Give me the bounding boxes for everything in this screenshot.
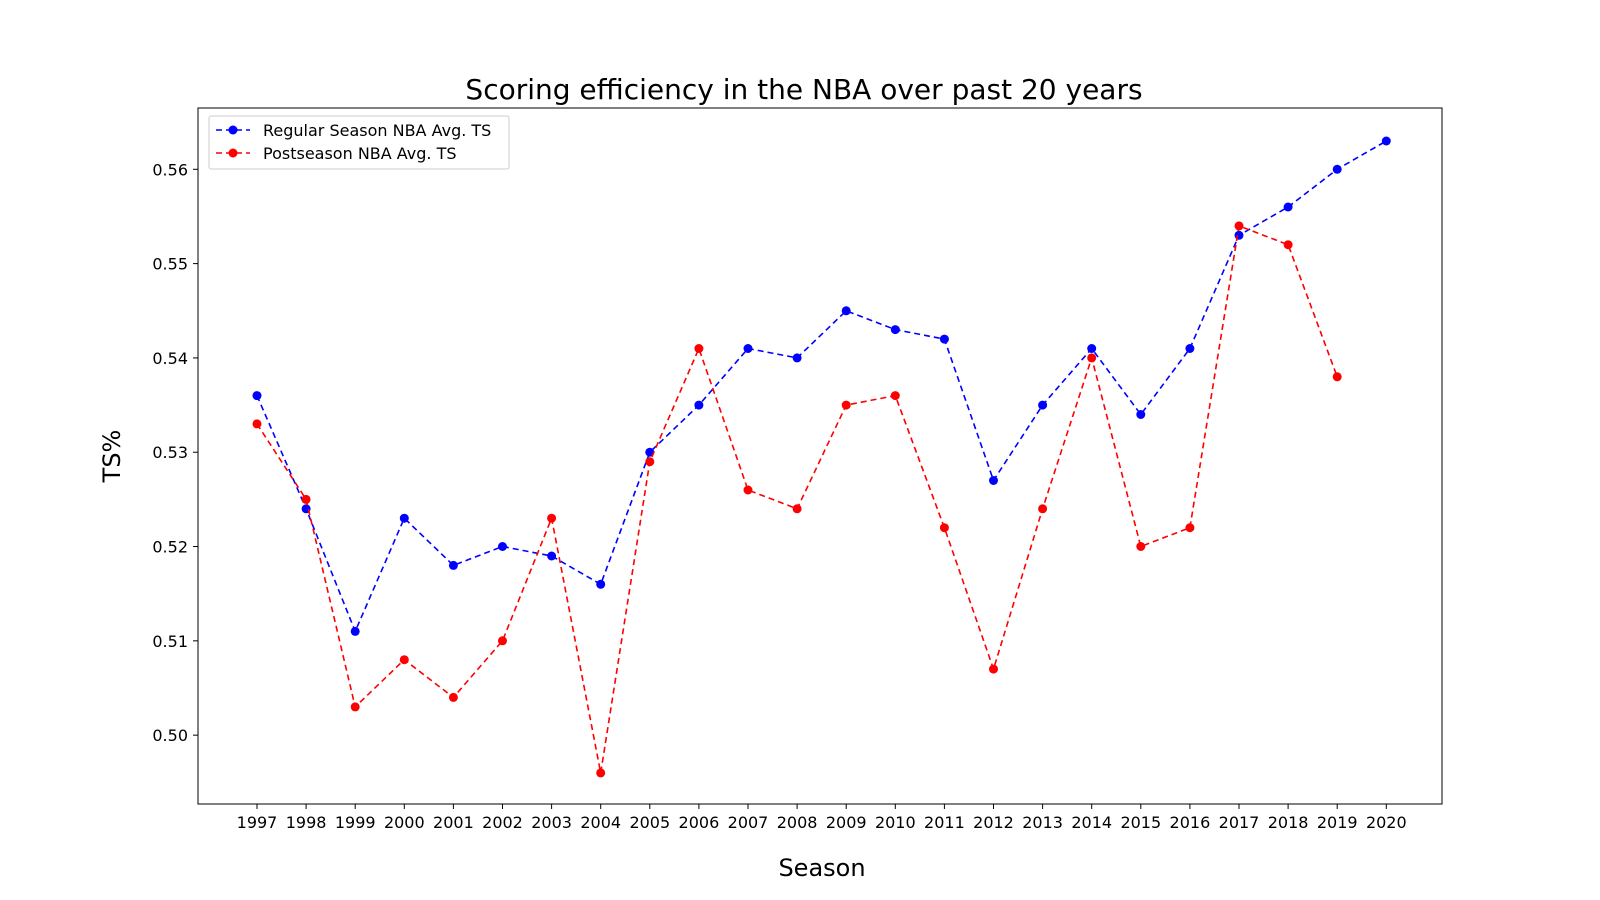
x-tick-label: 2010: [875, 813, 916, 832]
plot-area: [197, 107, 1443, 805]
data-point: [350, 702, 360, 712]
data-point: [1038, 400, 1048, 410]
data-point: [448, 560, 458, 570]
legend-box: [208, 115, 510, 170]
data-point: [252, 419, 262, 429]
legend: Regular Season NBA Avg. TS Postseason NBA…: [208, 115, 510, 170]
x-tick-label: 2009: [826, 813, 867, 832]
data-point: [252, 391, 262, 401]
series-layer: [252, 136, 1391, 778]
x-tick-label: 2000: [384, 813, 425, 832]
x-tick-label: 2019: [1317, 813, 1358, 832]
x-tick-label: 2012: [973, 813, 1014, 832]
y-tick-label: 0.54: [152, 349, 188, 368]
series-regular-season: [252, 136, 1391, 636]
data-point: [1234, 221, 1244, 231]
data-point: [1087, 353, 1097, 363]
x-tick-label: 2015: [1120, 813, 1161, 832]
data-point: [1332, 372, 1342, 382]
x-tick-label: 2004: [580, 813, 621, 832]
data-point: [1087, 344, 1097, 353]
y-tick-label: 0.52: [152, 538, 188, 557]
data-point: [596, 579, 606, 589]
x-tick-label: 2017: [1219, 813, 1260, 832]
data-point: [841, 306, 851, 316]
series-line: [256, 140, 1387, 634]
data-point: [792, 504, 802, 514]
data-point: [448, 692, 458, 702]
y-axis-label: TS%: [98, 430, 126, 484]
x-axis: 1997 1998 1999 2000 2001 2002 2003 2004 2005 2006…: [237, 804, 1407, 832]
data-point: [399, 513, 409, 523]
x-tick-label: 2007: [728, 813, 769, 832]
x-tick-label: 2003: [531, 813, 572, 832]
data-point: [989, 476, 998, 485]
chart-title: Scoring efficiency in the NBA over past …: [465, 73, 1142, 106]
legend-label: Regular Season NBA Avg. TS: [263, 121, 491, 140]
y-axis: 0.50 0.51 0.52 0.53 0.54 0.55 0.56: [152, 160, 198, 745]
x-tick-label: 2018: [1268, 813, 1309, 832]
data-point: [547, 551, 557, 561]
y-tick-label: 0.53: [152, 443, 188, 462]
data-point: [498, 636, 507, 646]
data-point: [645, 457, 655, 467]
data-point: [1136, 410, 1146, 419]
x-tick-label: 2016: [1170, 813, 1211, 832]
data-point: [939, 523, 949, 533]
legend-marker: [228, 125, 238, 135]
data-point: [645, 447, 655, 457]
data-point: [743, 344, 753, 353]
x-axis-label: Season: [778, 854, 865, 882]
x-tick-label: 2014: [1071, 813, 1112, 832]
series-postseason: [252, 221, 1342, 778]
data-point: [841, 400, 851, 410]
data-point: [989, 664, 998, 674]
x-tick-label: 2006: [679, 813, 720, 832]
data-point: [1283, 240, 1293, 250]
x-tick-label: 2005: [629, 813, 670, 832]
data-point: [1136, 542, 1146, 551]
y-tick-label: 0.51: [152, 632, 188, 651]
data-point: [1332, 164, 1342, 174]
x-tick-label: 2011: [924, 813, 965, 832]
data-point: [1185, 344, 1195, 353]
x-tick-label: 2001: [433, 813, 474, 832]
data-point: [743, 485, 753, 495]
data-point: [1283, 202, 1293, 212]
x-tick-label: 1997: [237, 813, 278, 832]
y-tick-label: 0.50: [152, 726, 188, 745]
data-point: [1234, 230, 1244, 240]
data-point: [301, 494, 311, 504]
data-point: [399, 655, 409, 665]
x-tick-label: 2020: [1366, 813, 1407, 832]
data-point: [596, 768, 606, 778]
data-point: [694, 400, 704, 410]
x-tick-label: 2002: [482, 813, 523, 832]
data-point: [792, 353, 802, 363]
legend-label: Postseason NBA Avg. TS: [263, 144, 457, 163]
data-point: [890, 391, 900, 401]
x-tick-label: 2008: [777, 813, 818, 832]
legend-marker: [228, 148, 238, 158]
data-point: [1038, 504, 1048, 514]
y-tick-label: 0.56: [152, 160, 188, 179]
data-point: [1185, 523, 1195, 533]
x-tick-label: 2013: [1022, 813, 1063, 832]
data-point: [547, 513, 557, 523]
data-point: [498, 542, 507, 551]
data-point: [1381, 136, 1391, 146]
data-point: [350, 626, 360, 636]
y-tick-label: 0.55: [152, 255, 188, 274]
data-point: [939, 334, 949, 344]
data-point: [694, 344, 704, 353]
x-tick-label: 1999: [335, 813, 376, 832]
series-line: [256, 224, 1338, 774]
data-point: [890, 325, 900, 335]
x-tick-label: 1998: [286, 813, 327, 832]
